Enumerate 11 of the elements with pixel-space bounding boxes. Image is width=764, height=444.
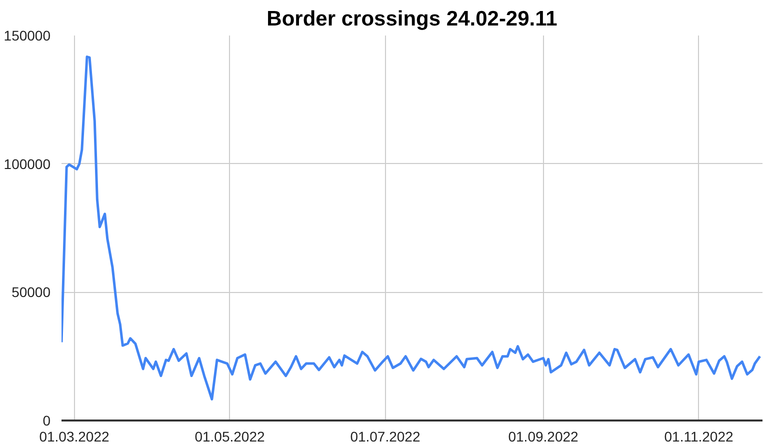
x-tick-label: 01.05.2022 xyxy=(194,428,265,444)
x-tick-label: 01.03.2022 xyxy=(39,428,110,444)
x-tick-label: 01.11.2022 xyxy=(664,428,734,444)
y-tick-label: 150000 xyxy=(4,28,51,44)
y-tick-label: 50000 xyxy=(12,284,51,300)
y-tick-label: 0 xyxy=(42,412,51,428)
chart-title: Border crossings 24.02-29.11 xyxy=(266,8,558,30)
x-tick-label: 01.07.2022 xyxy=(350,428,420,444)
x-tick-label: 01.09.2022 xyxy=(508,428,579,444)
y-tick-label: 100000 xyxy=(4,156,51,172)
line-series xyxy=(62,56,762,400)
